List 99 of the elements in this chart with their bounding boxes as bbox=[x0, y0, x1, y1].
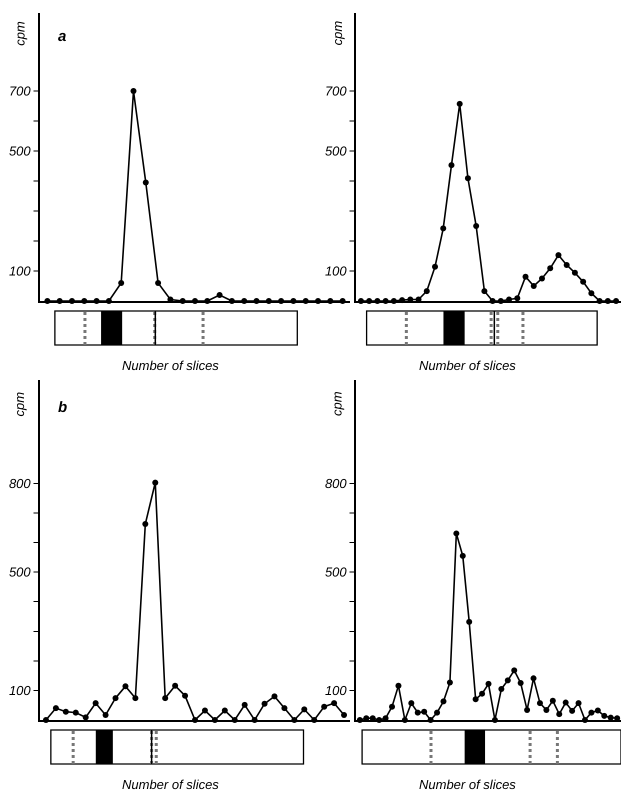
point bbox=[155, 280, 162, 286]
point bbox=[62, 708, 69, 715]
point bbox=[511, 667, 518, 674]
point bbox=[576, 700, 582, 706]
point bbox=[281, 705, 288, 712]
point bbox=[518, 680, 524, 686]
y-tick-label: 500 bbox=[8, 144, 32, 159]
point bbox=[389, 704, 396, 710]
point bbox=[543, 706, 550, 713]
point bbox=[524, 706, 530, 713]
point bbox=[538, 276, 545, 282]
point bbox=[424, 288, 430, 294]
y-axis-title: cpm bbox=[12, 21, 28, 46]
point bbox=[479, 690, 486, 697]
y-tick-label: 800 bbox=[324, 476, 348, 492]
point bbox=[414, 710, 421, 716]
point bbox=[102, 712, 109, 718]
point bbox=[486, 680, 492, 687]
x-axis-title: Number of slices bbox=[419, 358, 516, 373]
point bbox=[588, 290, 594, 296]
point bbox=[588, 710, 594, 716]
point bbox=[82, 714, 89, 720]
y-tick-label: 700 bbox=[324, 84, 348, 99]
point bbox=[440, 698, 446, 704]
y-tick-label: 100 bbox=[8, 264, 32, 279]
point bbox=[569, 708, 576, 714]
y-tick-label: 100 bbox=[324, 682, 348, 698]
point bbox=[118, 280, 124, 286]
y-axis-title: cpm bbox=[12, 392, 27, 416]
x-axis-title: Number of slices bbox=[122, 777, 220, 792]
point bbox=[564, 262, 570, 268]
point bbox=[448, 162, 454, 168]
y-axis-title: cpm bbox=[330, 20, 346, 46]
point bbox=[601, 712, 608, 719]
point bbox=[216, 292, 223, 298]
point bbox=[572, 270, 578, 276]
point bbox=[440, 225, 446, 232]
y-tick-label: 700 bbox=[8, 84, 32, 99]
y-axis-title: cpm bbox=[329, 391, 344, 416]
point bbox=[242, 702, 248, 708]
point bbox=[142, 520, 148, 527]
point bbox=[72, 710, 79, 716]
point bbox=[580, 278, 586, 285]
point bbox=[594, 708, 601, 714]
point bbox=[434, 710, 440, 716]
point bbox=[182, 692, 188, 699]
point bbox=[301, 706, 308, 712]
y-tick-label: 100 bbox=[324, 264, 348, 279]
point bbox=[547, 265, 554, 272]
point bbox=[562, 700, 569, 706]
point bbox=[130, 88, 136, 94]
x-axis-title: Number of slices bbox=[122, 358, 220, 373]
point bbox=[122, 683, 128, 690]
point bbox=[222, 708, 228, 714]
point bbox=[262, 700, 268, 707]
point bbox=[202, 708, 208, 714]
point bbox=[550, 698, 556, 704]
annotation: a bbox=[58, 28, 66, 45]
point bbox=[504, 677, 511, 684]
point bbox=[421, 708, 428, 715]
point bbox=[453, 530, 460, 536]
y-tick-label: 500 bbox=[324, 564, 348, 580]
y-tick-label: 800 bbox=[8, 476, 32, 492]
point bbox=[331, 700, 338, 706]
point bbox=[473, 223, 480, 229]
point bbox=[514, 295, 520, 302]
point bbox=[132, 695, 138, 702]
point bbox=[341, 712, 348, 718]
point bbox=[395, 682, 402, 689]
point bbox=[52, 705, 59, 712]
point bbox=[466, 618, 472, 625]
point bbox=[555, 252, 562, 258]
point bbox=[446, 679, 453, 686]
point bbox=[530, 675, 537, 682]
point bbox=[530, 283, 537, 289]
point bbox=[112, 695, 119, 702]
point bbox=[152, 480, 158, 486]
point bbox=[460, 552, 466, 559]
annotation: b bbox=[58, 399, 68, 416]
x-axis-title: Number of slices bbox=[419, 777, 516, 792]
point bbox=[498, 686, 504, 692]
point bbox=[464, 175, 471, 182]
y-tick-label: 500 bbox=[324, 144, 348, 159]
point bbox=[92, 700, 99, 706]
point bbox=[321, 704, 328, 710]
point bbox=[456, 100, 463, 107]
point bbox=[481, 288, 488, 294]
point bbox=[172, 682, 178, 689]
y-tick-label: 500 bbox=[8, 564, 32, 580]
point bbox=[162, 695, 168, 702]
point bbox=[408, 700, 414, 706]
point bbox=[271, 693, 278, 700]
point bbox=[472, 696, 479, 702]
point bbox=[432, 264, 438, 270]
y-tick-label: 100 bbox=[8, 682, 32, 698]
point bbox=[556, 711, 562, 718]
point bbox=[142, 180, 149, 186]
point bbox=[536, 700, 543, 706]
point bbox=[522, 274, 529, 280]
